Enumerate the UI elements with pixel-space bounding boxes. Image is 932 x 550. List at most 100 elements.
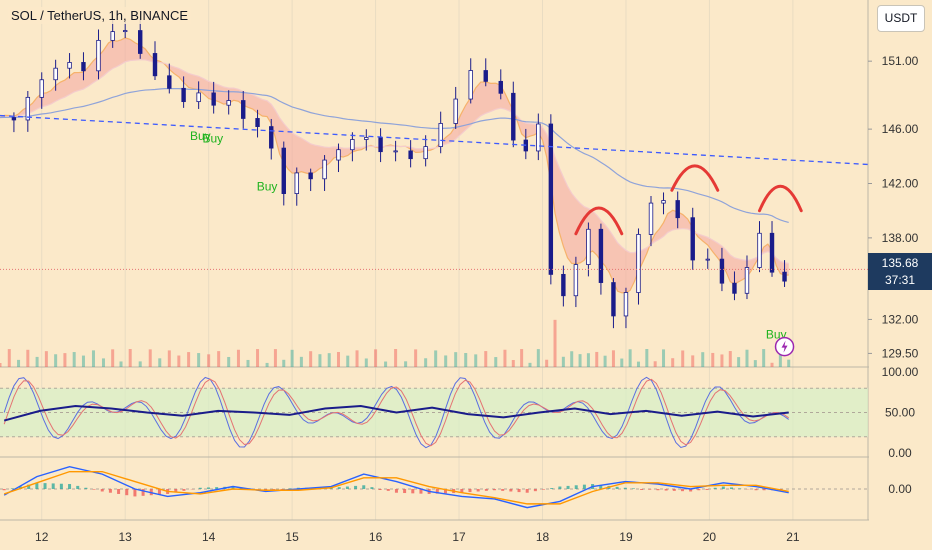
macd-histogram-bar [713,487,717,489]
volume-bar [595,351,599,367]
price-tick-label: 151.00 [882,54,919,68]
volume-bar [636,361,640,367]
candle-body [782,271,787,282]
macd-histogram-bar [558,486,562,489]
macd-histogram-bar [754,489,758,491]
buy-signal-label: Buy [190,129,211,143]
macd-histogram-bar [680,489,684,492]
volume-bar [236,349,240,367]
macd-histogram-bar [476,489,480,492]
price-tick-label: 146.00 [882,122,919,136]
candle-body [690,217,695,261]
candle-body [648,202,654,235]
macd-histogram-bar [493,489,497,491]
macd-histogram-bar [542,489,546,490]
time-tick-label: 18 [536,530,550,544]
volume-bar [246,359,250,367]
macd-histogram-bar [517,489,521,493]
candle-body [769,232,775,273]
volume-bar [474,354,478,367]
macd-histogram-bar [206,487,210,489]
candle-body [96,39,101,72]
macd-histogram-bar [133,489,137,497]
candle-body [138,30,143,54]
macd-histogram-bar [362,485,366,489]
macd-histogram-bar [705,489,709,490]
macd-histogram-bar [125,489,129,496]
moving-average-line [0,59,789,265]
volume-bar [7,349,11,367]
volume-bar [148,349,152,367]
volume-bar [536,349,540,367]
candle-body [211,92,216,106]
candle-body [483,70,488,82]
volume-bar [290,349,294,367]
volume-bar [374,349,378,367]
candle-body [196,92,201,103]
candle-body [152,53,158,77]
macd-histogram-bar [419,489,423,494]
candle-body [39,79,44,98]
time-tick-label: 14 [202,530,216,544]
volume-bar [394,349,398,367]
signal-line [3,470,789,505]
volume-bar [711,352,715,367]
macd-histogram-bar [215,487,219,489]
time-axis: 12 13 14 15 16 17 18 19 20 21 [35,530,800,544]
volume-bar [197,353,201,367]
macd-histogram-bar [92,489,96,490]
candle-body [468,70,473,100]
macd-histogram-bar [762,489,766,491]
rsi-line [3,405,789,422]
macd-histogram-bar [386,489,390,491]
volume-bar [119,361,123,367]
candle-body [453,98,458,124]
buy-signal-label: Buy [202,132,223,146]
candle-body [536,123,541,152]
candle-body [364,137,369,140]
volume-bar [753,360,757,367]
volume-bar [671,358,675,367]
volume-bar [520,349,524,367]
macd-histogram-bar [394,489,398,493]
candle-body [498,80,503,94]
volume-bar [318,354,322,367]
candle-body [586,228,591,266]
macd-pane: 0.00 [0,458,932,520]
candle-body [732,282,737,294]
currency-button[interactable]: USDT [877,5,925,32]
candle-body [81,62,86,72]
volume-bar [167,350,171,367]
volume-bar [720,354,724,367]
volume-bar [404,361,408,367]
macd-histogram-bar [525,489,529,493]
candle-body [744,267,750,294]
macd-histogram-bar [533,489,537,492]
candle-body [181,87,186,103]
time-tick-label: 15 [285,530,299,544]
volume-bars [0,319,791,367]
volume-bar [662,349,666,367]
macd-histogram-bar [631,488,635,489]
macd-histogram-bar [615,486,619,489]
macd-histogram-bar [108,489,112,493]
volume-bar [158,358,162,367]
volume-bar [728,351,732,367]
volume-bar [81,355,85,367]
time-tick-label: 19 [619,530,633,544]
candle-body [393,150,398,153]
volume-bar [762,349,766,367]
time-tick-label: 16 [369,530,383,544]
macd-histogram-bar [721,486,725,489]
macd-histogram-bar [403,489,407,494]
macd-histogram-bar [68,484,72,489]
volume-bar [737,357,741,367]
candle-body [423,146,428,160]
macd-histogram-bar [443,489,447,494]
macd-histogram-bar [550,488,554,489]
candle-body [255,118,260,127]
macd-line [3,465,789,509]
volume-bar [545,359,549,367]
volume-bar [273,349,277,367]
